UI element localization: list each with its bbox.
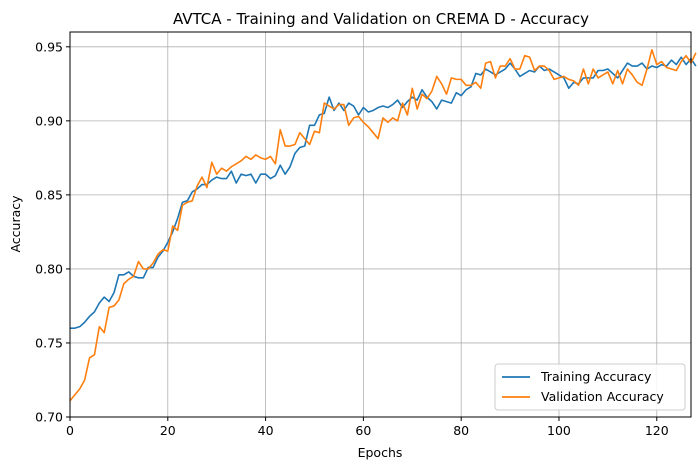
x-tick-label: 0 [66, 423, 74, 438]
series-line-validation-accuracy [69, 48, 697, 402]
series-line-training-accuracy [70, 56, 697, 329]
series-lines [69, 48, 697, 402]
legend-label-training: Training Accuracy [540, 369, 652, 384]
legend: Training Accuracy Validation Accuracy [494, 363, 686, 411]
axis-ticks: 0 20 40 60 80 100 120 0.70 0.75 0.80 0.85 0.90 0.95 [35, 39, 669, 438]
legend-label-validation: Validation Accuracy [541, 389, 664, 404]
plot-frame [69, 31, 692, 418]
x-axis-label: Epochs [358, 445, 403, 460]
x-tick-label: 60 [355, 423, 371, 438]
grid [69, 32, 691, 418]
legend-box [494, 363, 686, 411]
y-tick-label: 0.75 [35, 335, 63, 350]
x-tick-label: 120 [645, 423, 669, 438]
y-axis-label: Accuracy [8, 195, 23, 253]
x-tick-label: 40 [258, 423, 274, 438]
x-tick-label: 20 [160, 423, 176, 438]
y-tick-label: 0.70 [35, 410, 63, 425]
y-tick-label: 0.85 [35, 187, 63, 202]
x-tick-label: 80 [453, 423, 469, 438]
y-tick-label: 0.95 [35, 39, 63, 54]
y-tick-label: 0.80 [35, 261, 63, 276]
chart-title: AVTCA - Training and Validation on CREMA… [173, 10, 589, 28]
y-tick-label: 0.90 [35, 113, 63, 128]
x-tick-label: 100 [547, 423, 571, 438]
